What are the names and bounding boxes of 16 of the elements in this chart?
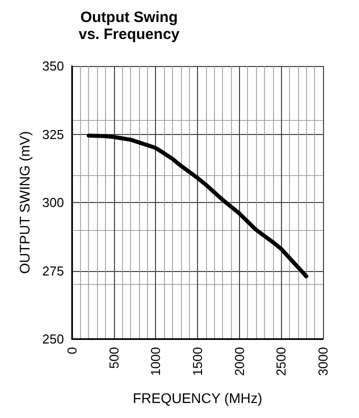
y-tick-label: 275 [42, 263, 64, 278]
x-tick-label: 1000 [148, 347, 164, 376]
y-tick-label: 325 [42, 126, 64, 142]
x-tick-label: 500 [106, 347, 122, 369]
x-tick-label: 2500 [274, 347, 289, 376]
y-axis-title: OUTPUT SWING (mV) [16, 131, 32, 274]
y-tick-label: 300 [42, 195, 64, 210]
x-tick-label: 1500 [190, 347, 205, 376]
y-tick-label: 250 [42, 332, 64, 346]
chart-title: Output Swing vs. Frequency [78, 9, 180, 43]
line-series [86, 134, 308, 278]
x-tick-label: 0 [64, 347, 80, 354]
y-tick-label: 350 [42, 58, 64, 74]
x-tick-label: 2000 [232, 347, 247, 376]
x-axis-title: FREQUENCY (MHz) [132, 390, 262, 406]
x-tick-label: 3000 [316, 347, 330, 376]
